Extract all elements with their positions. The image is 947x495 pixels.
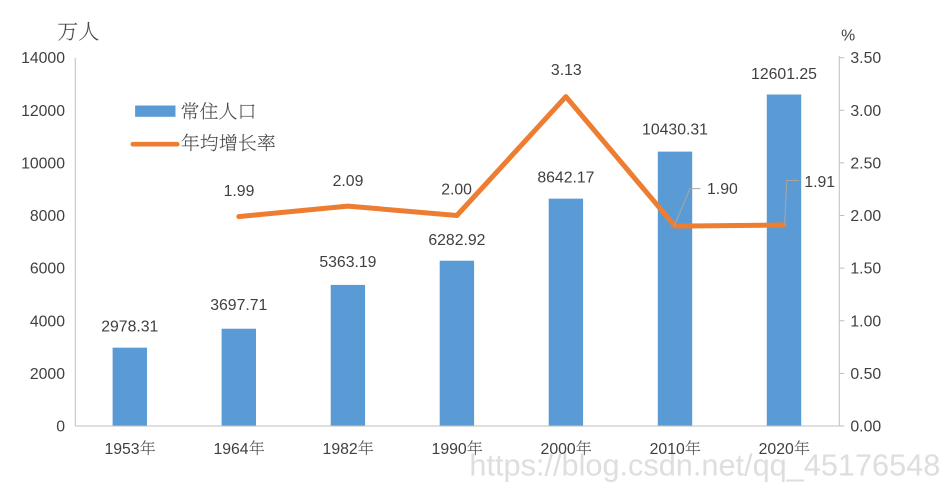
svg-text:1990: 1990 [432, 441, 467, 458]
svg-text:3.50: 3.50 [850, 50, 881, 67]
svg-text:https://blog.csdn.net/qq_45176: https://blog.csdn.net/qq_45176548 [469, 447, 940, 482]
svg-text:12000: 12000 [21, 103, 65, 120]
svg-text:0.50: 0.50 [850, 366, 881, 383]
svg-text:5363.19: 5363.19 [319, 254, 376, 271]
svg-text:%: % [841, 27, 855, 44]
svg-text:10430.31: 10430.31 [642, 121, 708, 138]
svg-text:0: 0 [56, 419, 65, 436]
svg-text:2.50: 2.50 [850, 155, 881, 172]
svg-text:2.00: 2.00 [850, 208, 881, 225]
svg-text:3697.71: 3697.71 [210, 297, 267, 314]
svg-text:1964: 1964 [213, 441, 248, 458]
svg-text:4000: 4000 [30, 313, 65, 330]
svg-text:12601.25: 12601.25 [751, 66, 817, 83]
svg-text:14000: 14000 [21, 50, 65, 67]
svg-text:1.00: 1.00 [850, 313, 881, 330]
svg-text:0.00: 0.00 [850, 419, 881, 436]
svg-text:3.00: 3.00 [850, 103, 881, 120]
svg-text:1.90: 1.90 [707, 181, 738, 198]
svg-text:2010: 2010 [650, 441, 685, 458]
svg-text:8642.17: 8642.17 [537, 170, 594, 187]
svg-text:1982: 1982 [323, 441, 358, 458]
svg-text:3.13: 3.13 [551, 62, 582, 79]
svg-text:1.99: 1.99 [224, 183, 255, 200]
svg-text:2000: 2000 [541, 441, 576, 458]
svg-text:1953: 1953 [104, 441, 139, 458]
svg-text:2000: 2000 [30, 366, 65, 383]
svg-text:2.00: 2.00 [441, 182, 472, 199]
svg-text:1.91: 1.91 [804, 174, 835, 191]
svg-text:1.50: 1.50 [850, 261, 881, 278]
svg-text:6000: 6000 [30, 261, 65, 278]
svg-text:2020: 2020 [759, 441, 794, 458]
svg-text:2978.31: 2978.31 [101, 319, 158, 336]
svg-text:6282.92: 6282.92 [428, 232, 485, 249]
svg-text:10000: 10000 [21, 155, 65, 172]
svg-text:2.09: 2.09 [333, 173, 364, 190]
svg-text:8000: 8000 [30, 208, 65, 225]
